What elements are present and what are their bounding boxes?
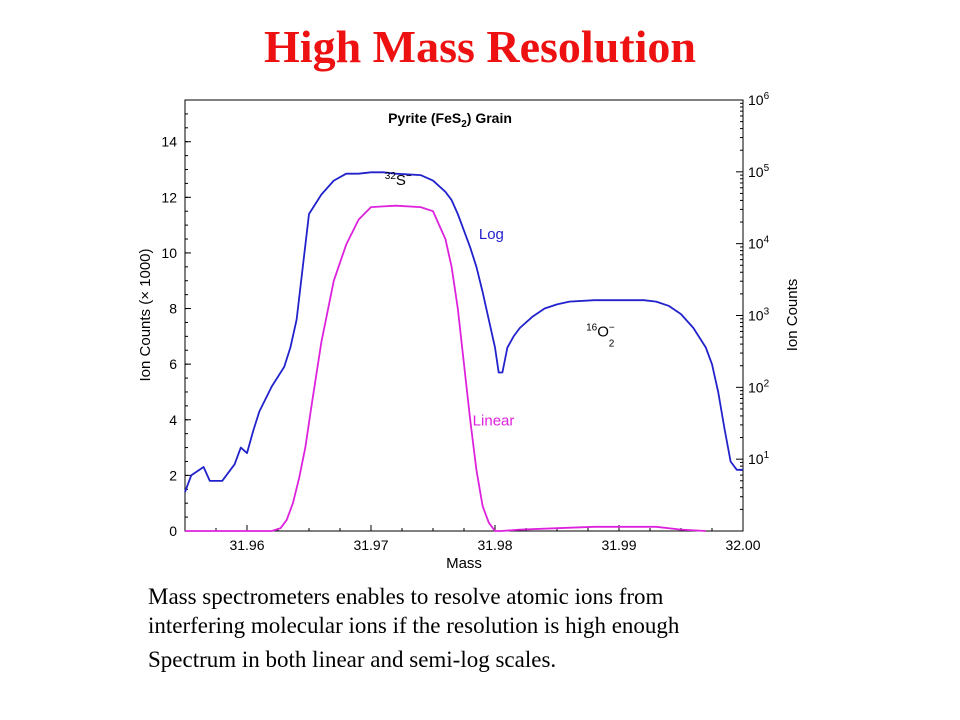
y-tick-label: 6	[169, 356, 177, 372]
y-axis-ticks: 0 2 4 6 8 10 12 14	[161, 113, 191, 539]
x-tick-label: 31.97	[353, 537, 388, 553]
x-tick-label: 32.00	[725, 537, 760, 553]
y-tick-label: 8	[169, 301, 177, 317]
y2-tick-label: 106	[748, 92, 770, 108]
caption-line: interfering molecular ions if the resolu…	[148, 613, 680, 638]
peak-annotations: 32S− 16O− 2	[385, 171, 615, 350]
series-line-linear	[185, 204, 706, 532]
x-tick-label: 31.99	[601, 537, 636, 553]
plot-frame	[184, 99, 744, 532]
y-tick-label: 2	[169, 467, 177, 483]
caption: Mass spectrometers enables to resolve at…	[148, 582, 908, 674]
y-axis-label: Ion Counts (× 1000)	[137, 248, 154, 381]
y2-tick-label: 101	[748, 450, 770, 467]
series-layer	[184, 171, 743, 532]
y2-tick-label: 102	[748, 378, 770, 395]
series-label-log: Log	[479, 226, 504, 243]
y-tick-label: 10	[161, 245, 177, 261]
series-labels: Log Linear	[473, 226, 515, 429]
caption-line: Spectrum in both linear and semi-log sca…	[148, 647, 557, 672]
y2-axis-label: Ion Counts	[784, 279, 801, 352]
y-tick-label: 0	[169, 523, 177, 539]
peak-label-s32: 32S−	[385, 171, 412, 189]
slide-title: High Mass Resolution	[264, 21, 696, 72]
peak-label-o16: 16O− 2	[586, 322, 615, 349]
x-axis-label: Mass	[446, 555, 482, 572]
y2-tick-label: 103	[748, 307, 770, 324]
chart-title: Pyrite (FeS2) Grain	[388, 110, 512, 130]
x-tick-label: 31.98	[477, 537, 512, 553]
y-tick-label: 12	[161, 189, 177, 205]
y2-axis-ticks: 101 102 103 104 105 106	[736, 92, 770, 510]
y2-tick-label: 105	[748, 163, 770, 180]
y-tick-label: 4	[169, 412, 177, 428]
series-line-log	[184, 171, 743, 493]
x-tick-label: 31.96	[229, 537, 264, 553]
x-axis-ticks: 31.96 31.97 31.98 31.99 32.00	[184, 525, 761, 553]
series-label-linear: Linear	[473, 412, 515, 429]
spectrum-chart: 31.96 31.97 31.98 31.99 32.00 0 2 4 6 8 10 12 14 10…	[137, 92, 801, 572]
caption-line: Mass spectrometers enables to resolve at…	[148, 584, 664, 609]
y2-tick-label: 104	[748, 235, 770, 252]
y-tick-label: 14	[161, 134, 177, 150]
